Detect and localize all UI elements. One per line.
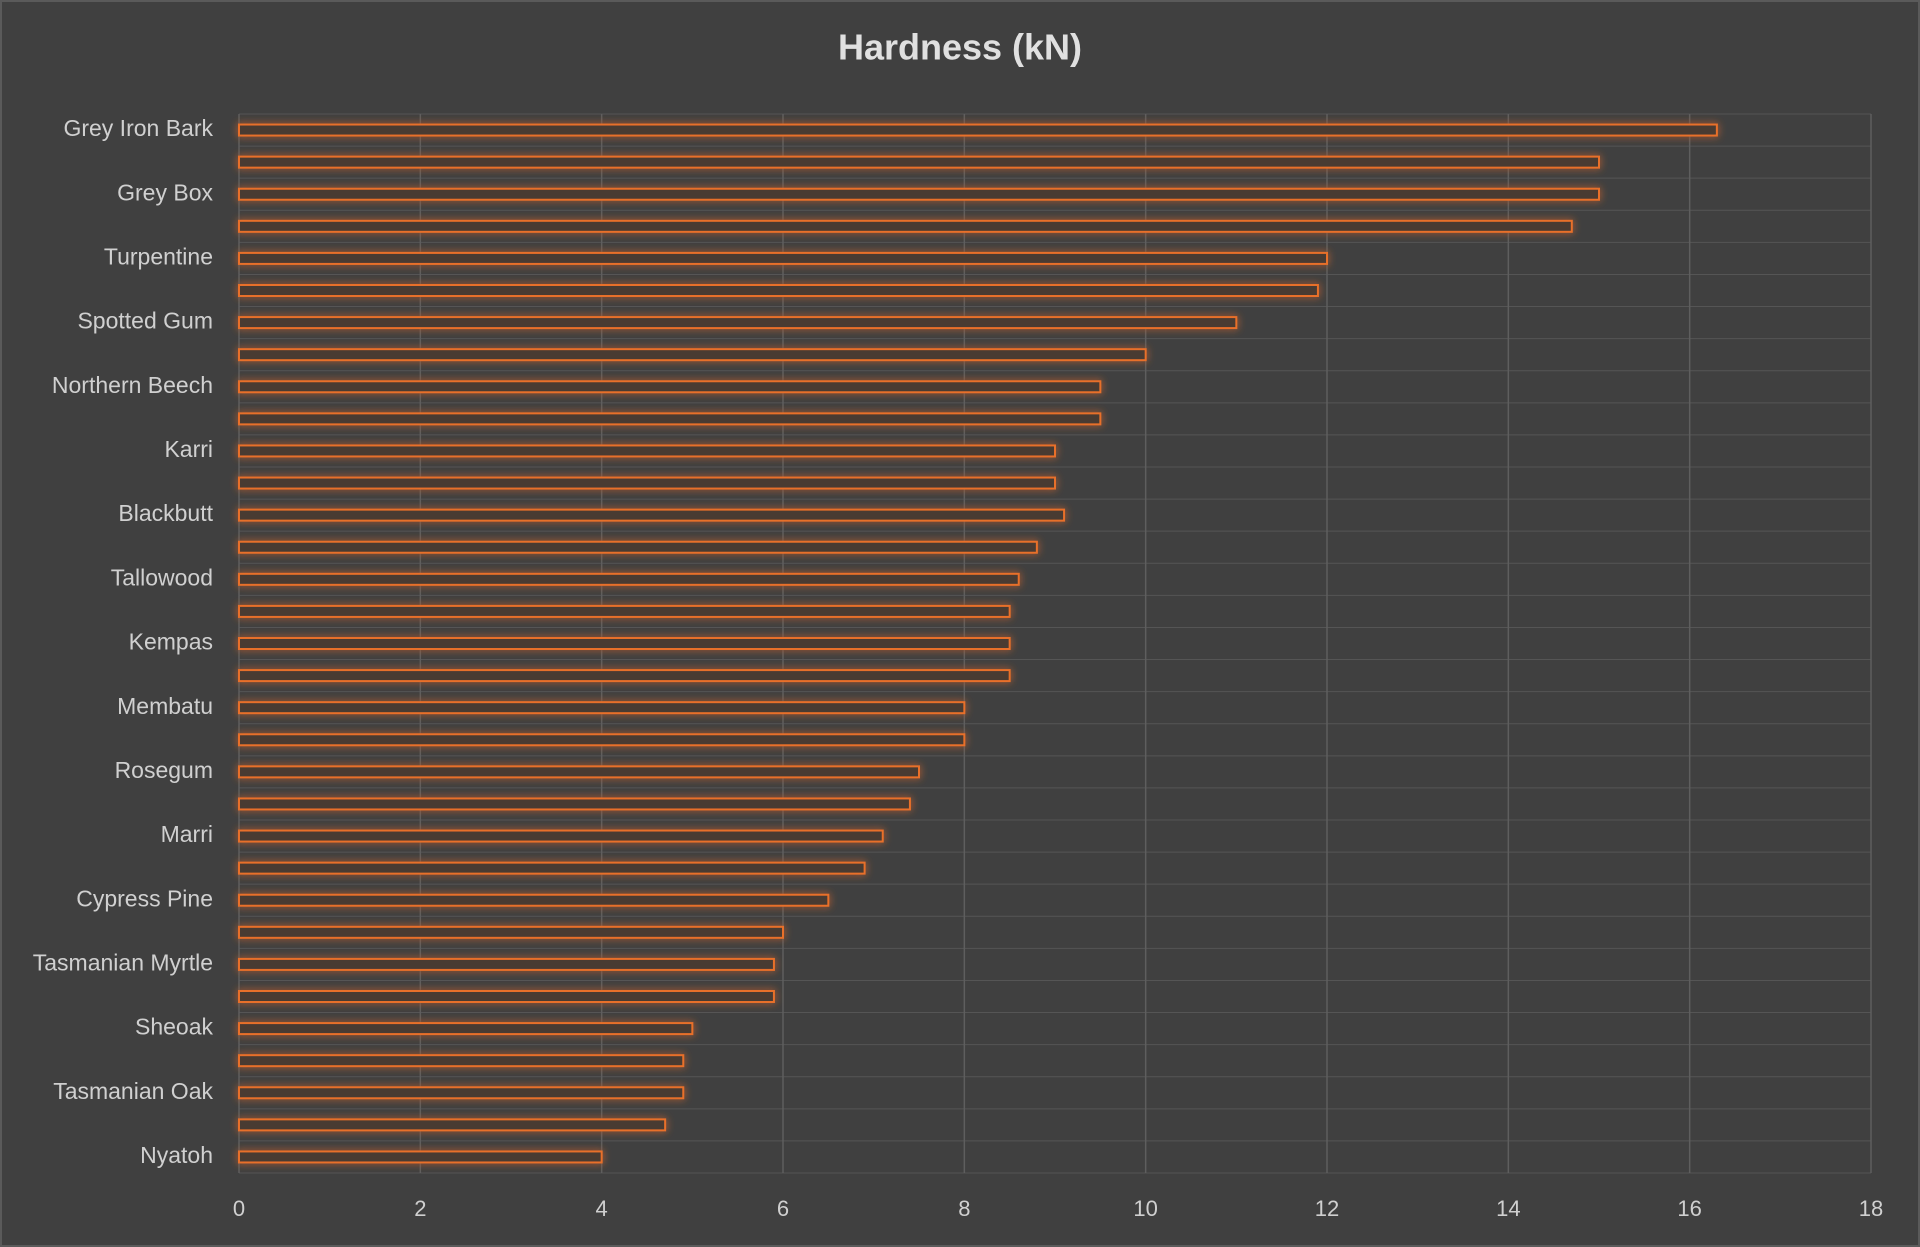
- bar: [238, 316, 1238, 330]
- x-tick-label: 0: [233, 1196, 245, 1221]
- y-tick-label: Tasmanian Oak: [53, 1078, 213, 1104]
- bar: [238, 990, 775, 1003]
- y-tick-label: Membatu: [117, 693, 213, 719]
- bar: [238, 604, 1011, 618]
- bar: [238, 1054, 685, 1068]
- bar: [238, 925, 784, 939]
- x-tick-label: 16: [1677, 1196, 1701, 1221]
- bar: [238, 829, 884, 843]
- x-tick-label: 4: [596, 1196, 608, 1221]
- y-tick-label: Northern Beech: [52, 372, 213, 398]
- y-tick-label: Marri: [161, 821, 213, 847]
- y-tick-label: Cypress Pine: [76, 885, 213, 911]
- x-tick-label: 6: [777, 1196, 789, 1221]
- bar: [238, 123, 1718, 137]
- x-tick-label: 8: [958, 1196, 970, 1221]
- bar: [238, 348, 1147, 362]
- bar: [238, 733, 966, 747]
- bar: [238, 572, 1020, 586]
- y-tick-label: Blackbutt: [118, 500, 213, 526]
- bar: [238, 444, 1056, 458]
- y-tick-label: Grey Box: [117, 179, 213, 205]
- bar: [238, 1150, 603, 1164]
- y-tick-label: Tasmanian Myrtle: [33, 949, 213, 975]
- bar: [238, 1022, 694, 1036]
- y-tick-label: Spotted Gum: [77, 308, 213, 334]
- bar: [238, 219, 1573, 233]
- y-tick-label: Turpentine: [104, 243, 213, 269]
- bar: [238, 861, 866, 875]
- x-tick-label: 2: [414, 1196, 426, 1221]
- chart-title: Hardness (kN): [838, 27, 1082, 68]
- bar: [238, 508, 1066, 522]
- bar: [238, 701, 966, 715]
- bar: [238, 380, 1102, 394]
- bar: [238, 893, 830, 907]
- x-tick-label: 12: [1315, 1196, 1339, 1221]
- x-tick-label: 18: [1859, 1196, 1883, 1221]
- bar: [238, 637, 1011, 650]
- y-tick-label: Grey Iron Bark: [63, 115, 213, 141]
- bar: [238, 187, 1600, 201]
- bar: [238, 412, 1102, 426]
- bar: [238, 957, 775, 971]
- bar: [238, 797, 911, 811]
- x-tick-label: 14: [1496, 1196, 1520, 1221]
- bar: [238, 1118, 667, 1132]
- y-tick-label: Nyatoh: [140, 1142, 213, 1168]
- bar: [238, 476, 1056, 490]
- bar: [238, 1086, 685, 1100]
- y-tick-label: Kempas: [129, 629, 213, 655]
- x-tick-label: 10: [1133, 1196, 1157, 1221]
- bar: [238, 669, 1011, 683]
- y-tick-label: Tallowood: [111, 564, 213, 590]
- bar: [238, 251, 1328, 265]
- y-tick-label: Rosegum: [115, 757, 213, 783]
- bar: [238, 284, 1319, 297]
- bar: [238, 765, 920, 779]
- y-tick-label: Sheoak: [135, 1014, 214, 1040]
- bar: [238, 155, 1600, 169]
- bar: [238, 540, 1038, 554]
- y-tick-label: Karri: [164, 436, 213, 462]
